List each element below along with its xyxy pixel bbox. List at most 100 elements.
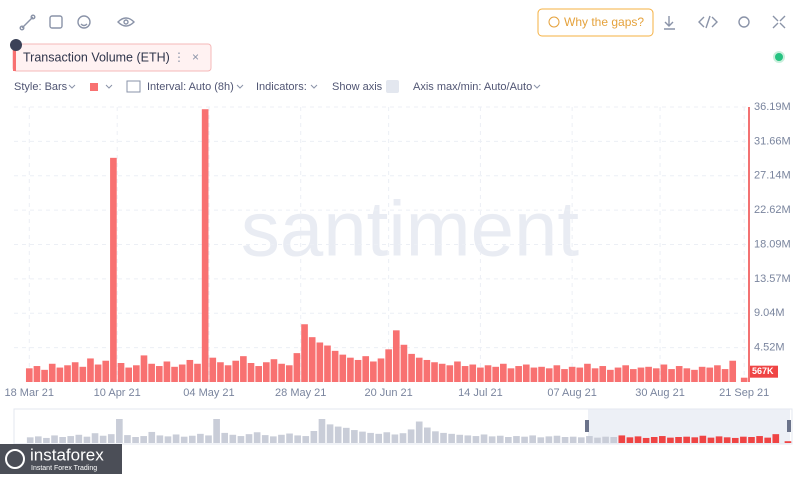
navigator-handle-right[interactable] xyxy=(787,420,791,432)
download-button[interactable] xyxy=(664,16,675,30)
navigator-bar xyxy=(731,437,739,443)
metric-name: Transaction Volume (ETH) xyxy=(23,50,170,64)
metric-color xyxy=(13,44,16,71)
bar xyxy=(568,366,576,382)
navigator-bar xyxy=(545,436,553,443)
navigator-bar xyxy=(237,436,245,443)
bar xyxy=(194,363,201,382)
fullscreen-button[interactable] xyxy=(772,15,786,29)
bar xyxy=(629,369,637,382)
bar xyxy=(561,369,568,382)
bar xyxy=(33,366,41,382)
navigator-bar xyxy=(359,431,366,443)
bar xyxy=(415,357,423,382)
bar xyxy=(530,367,538,382)
navigator-bar xyxy=(715,436,723,443)
bar xyxy=(553,365,561,382)
bar xyxy=(492,366,500,382)
navigator-bar xyxy=(164,436,172,443)
y-tick-label: 22.62M xyxy=(754,204,791,216)
navigator-bar xyxy=(448,433,455,443)
navigator-bar xyxy=(423,427,431,443)
metric-menu[interactable]: ⋮ xyxy=(173,50,185,64)
indicators-select[interactable]: Indicators: xyxy=(256,81,307,93)
navigator-bar xyxy=(124,435,131,443)
x-tick-label: 10 Apr 21 xyxy=(94,387,141,399)
navigator-bar xyxy=(367,432,374,443)
navigator-bar xyxy=(197,433,204,443)
bar xyxy=(324,345,331,382)
emoji-tool[interactable] xyxy=(77,15,91,29)
navigator-bar xyxy=(667,437,674,443)
show-axis-label: Show axis xyxy=(332,81,383,93)
settings-button[interactable] xyxy=(738,16,750,28)
navigator-bar xyxy=(34,436,42,443)
navigator-bar xyxy=(618,435,626,443)
bar xyxy=(64,365,71,382)
navigator-bar xyxy=(67,436,75,443)
brand-name: instaforex xyxy=(30,445,104,464)
navigator-bar xyxy=(675,437,682,443)
bar xyxy=(301,324,308,382)
axis-minmax-select[interactable]: Axis max/min: Auto/Auto xyxy=(413,81,532,93)
bar xyxy=(515,366,522,382)
navigator-bar xyxy=(59,437,66,443)
value-label: 567K xyxy=(752,366,774,376)
note-tool[interactable] xyxy=(49,15,63,29)
bar xyxy=(645,366,652,382)
bar xyxy=(477,367,484,382)
y-tick-label: 27.14M xyxy=(754,170,791,182)
navigator-handle-left[interactable] xyxy=(585,420,589,432)
navigator-bar xyxy=(253,432,261,443)
bar xyxy=(446,365,454,382)
latest-value-badge xyxy=(750,365,778,378)
navigator-bar xyxy=(213,419,220,443)
view-tool[interactable] xyxy=(117,17,135,27)
show-axis-checkbox[interactable] xyxy=(386,80,399,93)
navigator-bar xyxy=(650,437,658,443)
interval-select[interactable]: Interval: Auto (8h) xyxy=(147,81,234,93)
bar xyxy=(278,363,285,382)
navigator-bar xyxy=(756,436,763,443)
embed-button[interactable] xyxy=(698,15,718,29)
bar xyxy=(637,367,645,382)
navigator-bar xyxy=(772,434,780,443)
navigator-bar xyxy=(553,435,561,443)
bar xyxy=(41,369,48,382)
y-tick-label: 18.09M xyxy=(754,238,791,250)
navigator-bar xyxy=(626,437,634,443)
navigator-bar xyxy=(472,436,480,443)
metric-close[interactable]: × xyxy=(192,50,199,64)
navigator-bar xyxy=(569,436,577,443)
navigator-bar xyxy=(326,424,334,443)
brand-logo xyxy=(5,449,25,469)
navigator-bar xyxy=(172,434,180,443)
navigator-bar xyxy=(707,437,715,443)
navigator-bar xyxy=(107,434,115,443)
bar xyxy=(431,362,438,382)
bar xyxy=(25,368,33,382)
bar xyxy=(484,365,492,382)
bar xyxy=(79,366,87,382)
navigator-bar xyxy=(26,437,34,443)
draw-line-tool[interactable] xyxy=(19,14,36,31)
gaps-button[interactable] xyxy=(537,8,654,37)
navigator[interactable] xyxy=(13,408,793,445)
navigator-bar xyxy=(415,421,423,443)
bar xyxy=(706,367,714,382)
plot: 4.52M 9.04M 13.57M 18.09M 22.62M 27.14M 31.66M… xyxy=(5,101,791,399)
navigator-bar xyxy=(537,437,545,443)
navigator-bar xyxy=(391,434,399,443)
bar xyxy=(377,358,385,382)
navigator-bar xyxy=(43,437,50,443)
color-select[interactable] xyxy=(90,83,98,91)
bar xyxy=(178,364,186,382)
navigator-bar xyxy=(75,434,83,443)
navigator-bar xyxy=(318,419,326,443)
navigator-bar xyxy=(513,436,520,443)
style-select[interactable]: Style: Bars xyxy=(14,81,68,93)
navigator-bar xyxy=(602,436,609,443)
navigator-bar xyxy=(610,437,618,443)
bar xyxy=(186,359,194,382)
